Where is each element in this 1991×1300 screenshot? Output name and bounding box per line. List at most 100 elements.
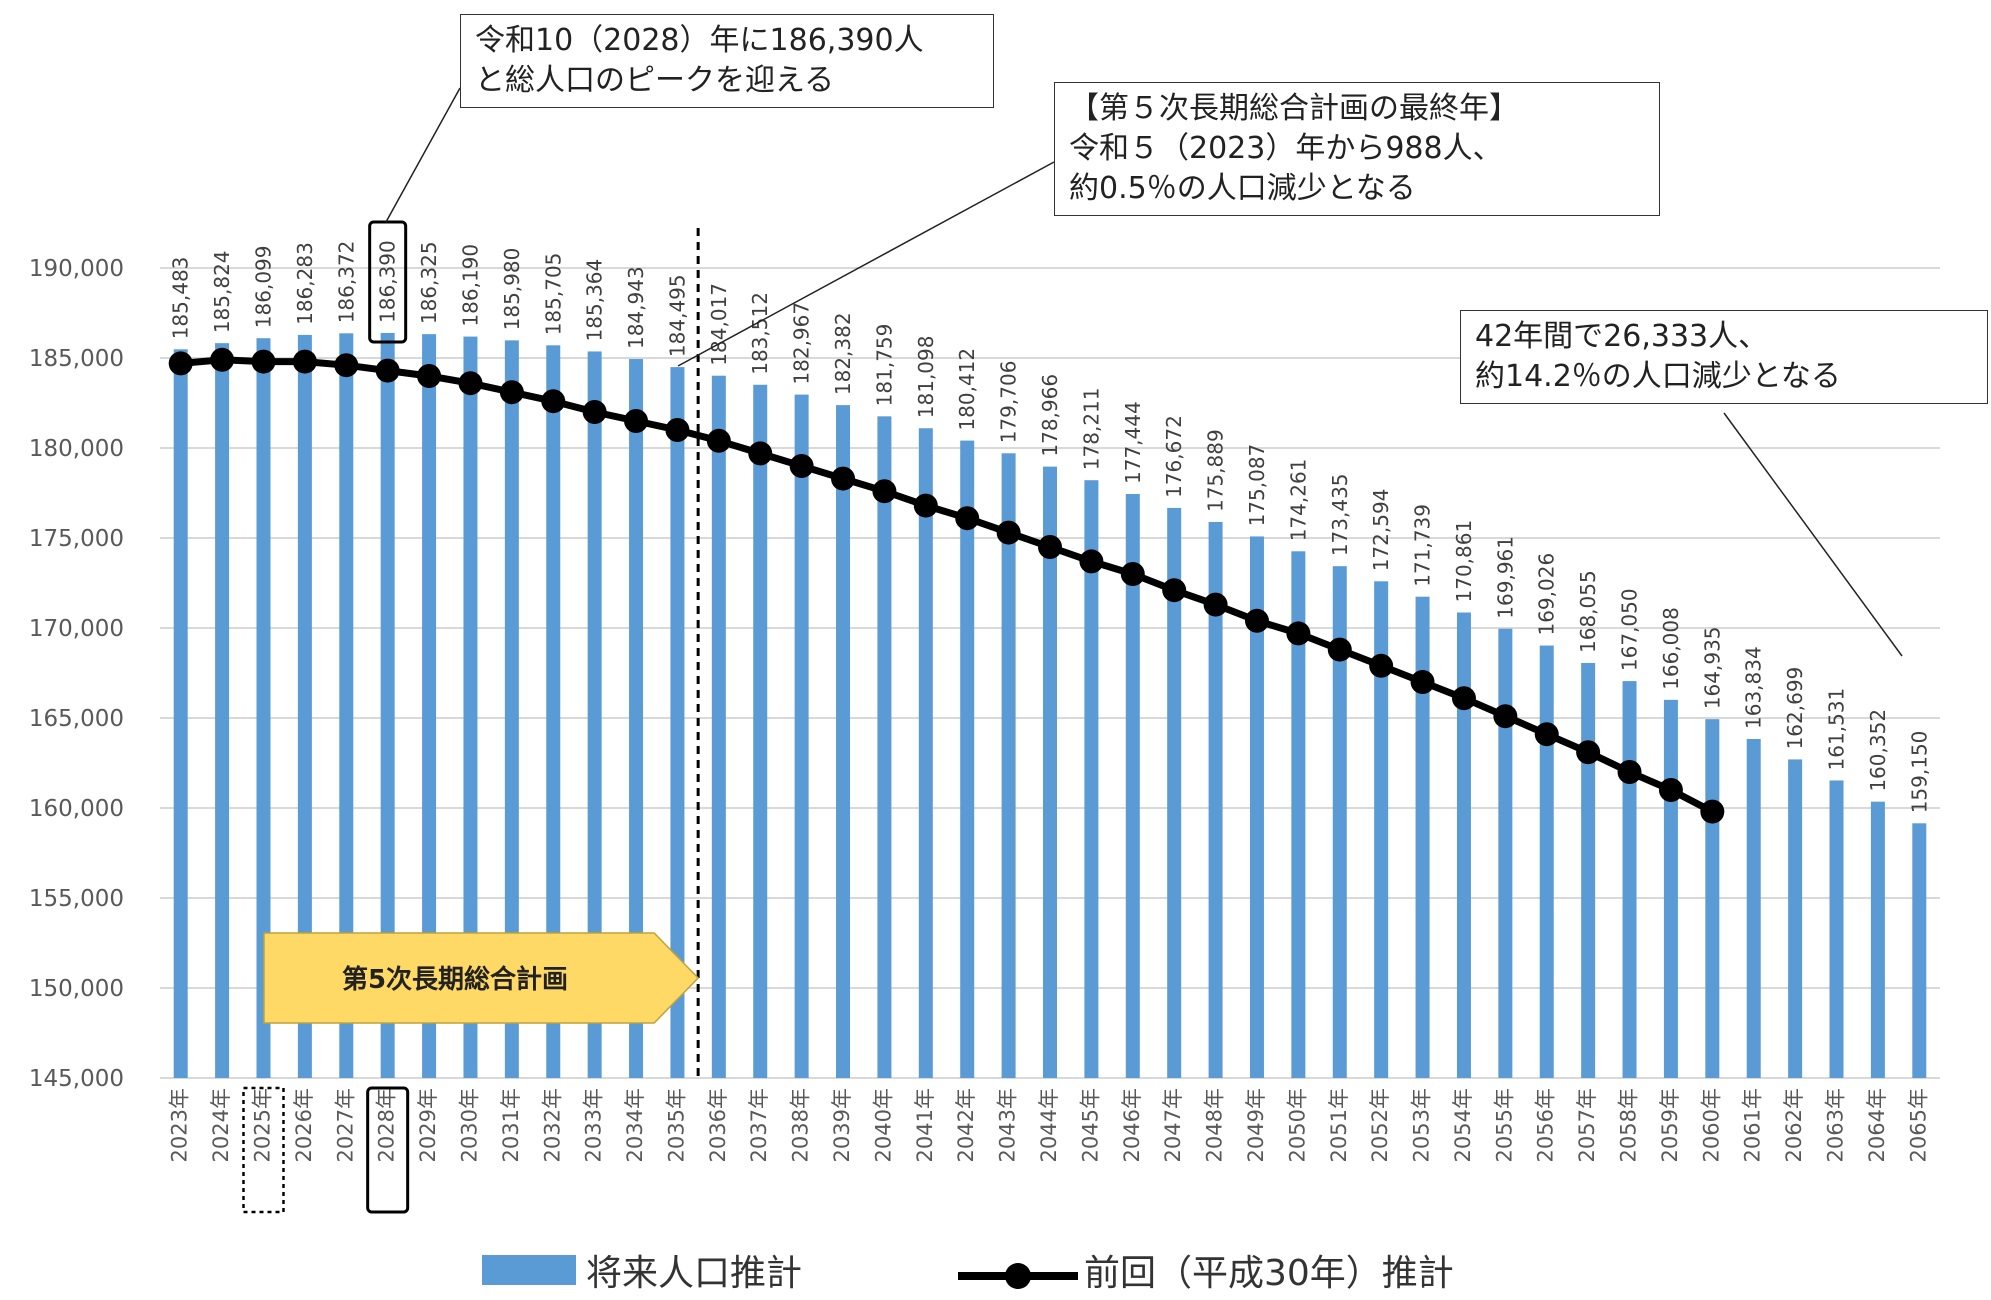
x-tick-label: 2063年 <box>1824 1088 1848 1162</box>
x-tick-label: 2032年 <box>540 1088 564 1162</box>
x-tick-label: 2065年 <box>1906 1088 1930 1162</box>
x-tick-label: 2034年 <box>623 1088 647 1162</box>
data-label: 164,935 <box>1700 626 1724 709</box>
data-label: 186,099 <box>251 245 275 328</box>
previous-estimate-point <box>1327 637 1352 662</box>
data-label: 162,699 <box>1783 667 1807 750</box>
bar <box>422 334 437 1078</box>
bar <box>1291 551 1306 1078</box>
x-tick-label: 2038年 <box>789 1088 813 1162</box>
x-tick-label: 2046年 <box>1120 1088 1144 1162</box>
legend-line-marker <box>1005 1263 1031 1289</box>
data-label: 159,150 <box>1907 731 1931 814</box>
previous-estimate-point <box>1244 608 1269 633</box>
data-label: 161,531 <box>1825 688 1849 771</box>
data-label: 181,098 <box>914 336 938 419</box>
y-tick-label: 165,000 <box>29 706 124 732</box>
previous-estimate-point <box>1369 653 1394 678</box>
x-tick-label: 2044年 <box>1037 1088 1061 1162</box>
bar-series <box>173 332 1927 1079</box>
data-label: 178,966 <box>1038 374 1062 457</box>
data-label: 182,382 <box>831 312 855 395</box>
final-year-callout-line2: 令和５（2023）年から988人、 <box>1069 131 1503 166</box>
bar <box>1746 738 1761 1078</box>
year-highlights <box>242 220 410 1214</box>
data-label: 163,834 <box>1742 646 1766 729</box>
data-label: 168,055 <box>1576 570 1600 653</box>
previous-estimate-point <box>1493 704 1518 729</box>
data-label: 181,759 <box>872 324 896 407</box>
previous-estimate-point <box>251 349 276 374</box>
data-label: 169,961 <box>1493 536 1517 619</box>
previous-estimate-point <box>1451 686 1476 711</box>
data-label: 184,495 <box>665 274 689 357</box>
decline-leader-line <box>1723 412 1903 657</box>
legend-bar-entry: 将来人口推計 <box>482 1250 802 1294</box>
data-label: 170,861 <box>1452 520 1476 603</box>
previous-estimate-point <box>996 520 1021 545</box>
previous-estimate-point <box>1038 535 1062 559</box>
previous-estimate-point <box>1658 778 1683 802</box>
x-tick-label: 2064年 <box>1865 1088 1889 1162</box>
peak-callout: 令和10（2028）年に186,390人 と総人口のピークを迎える <box>460 14 994 108</box>
previous-estimate-point <box>582 400 607 424</box>
previous-estimate-point <box>1534 722 1559 747</box>
data-label: 182,967 <box>790 302 814 385</box>
bar <box>1912 823 1927 1078</box>
bar <box>711 375 726 1079</box>
data-label: 176,672 <box>1162 415 1186 498</box>
data-label: 177,444 <box>1121 401 1145 484</box>
bar <box>339 333 354 1079</box>
x-tick-label: 2051年 <box>1327 1088 1351 1162</box>
bar <box>380 332 395 1079</box>
data-label: 183,512 <box>748 292 772 375</box>
data-label: 166,008 <box>1659 607 1683 690</box>
bar <box>1374 581 1389 1078</box>
x-tick-label: 2036年 <box>706 1088 730 1162</box>
bar <box>1332 566 1347 1078</box>
data-label: 178,211 <box>1079 387 1103 470</box>
bar <box>960 440 975 1079</box>
final-year-callout-line3: 約0.5％の人口減少となる <box>1069 171 1416 206</box>
x-tick-label: 2030年 <box>457 1088 481 1162</box>
previous-estimate-point <box>624 409 649 433</box>
data-label: 169,026 <box>1535 553 1559 636</box>
final-year-callout: 【第５次長期総合計画の最終年】 令和５（2023）年から988人、 約0.5％の… <box>1054 82 1660 216</box>
x-axis: 2023年 2024年 2025年 2026年 2027年 2028年 2029年 2030年… <box>168 1088 1931 1162</box>
bar <box>1788 759 1803 1078</box>
x-tick-label: 2056年 <box>1534 1088 1558 1162</box>
bar <box>629 359 644 1078</box>
x-tick-label: 2029年 <box>416 1088 440 1162</box>
decline-callout-line1: 42年間で26,333人、 <box>1475 319 1769 354</box>
previous-estimate-point <box>458 371 483 396</box>
x-tick-label: 2052年 <box>1368 1088 1392 1162</box>
x-tick-label: 2035年 <box>664 1088 688 1162</box>
x-tick-label: 2025年 <box>250 1088 274 1162</box>
previous-estimate-point <box>1120 562 1145 586</box>
data-label: 175,087 <box>1245 444 1269 527</box>
data-label: 186,190 <box>458 244 482 327</box>
data-label: 174,261 <box>1286 459 1310 542</box>
previous-estimate-point <box>1617 760 1642 784</box>
bar <box>753 384 768 1078</box>
bar <box>215 343 230 1079</box>
data-label: 171,739 <box>1411 504 1435 587</box>
bar <box>546 345 561 1078</box>
peak-label-box <box>368 220 408 344</box>
x-tick-label: 2024年 <box>209 1088 233 1162</box>
legend-line-label: 前回（平成30年）推計 <box>1084 1253 1454 1294</box>
previous-estimate-point <box>417 364 442 388</box>
x-tick-label: 2062年 <box>1782 1088 1806 1162</box>
data-label: 175,889 <box>1204 429 1228 512</box>
legend-bar-label: 将来人口推計 <box>586 1253 803 1294</box>
data-label: 179,706 <box>997 361 1021 444</box>
x-tick-label: 2033年 <box>582 1088 606 1162</box>
callout-leaders <box>385 87 1903 657</box>
bar <box>918 428 933 1079</box>
previous-estimate-point <box>955 506 980 531</box>
x-tick-label: 2027年 <box>333 1088 357 1162</box>
peak-year-box <box>366 1086 410 1214</box>
data-label: 160,352 <box>1866 709 1890 792</box>
previous-estimate-point <box>706 428 731 453</box>
data-label: 185,483 <box>169 257 193 340</box>
